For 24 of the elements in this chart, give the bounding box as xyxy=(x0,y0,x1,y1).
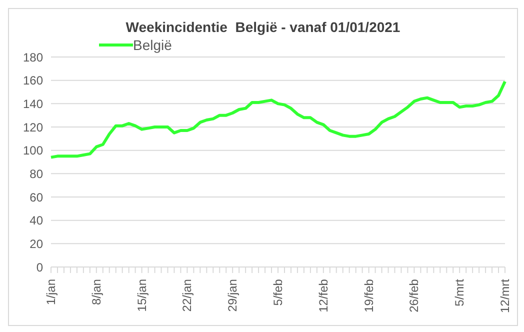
line-series xyxy=(50,80,506,159)
x-tick-label: 15/jan xyxy=(134,279,149,312)
chart-title: Weekincidentie België - vanaf 01/01/2021 xyxy=(124,19,402,35)
y-tick-label: 40 xyxy=(30,214,44,228)
y-tick-label: 180 xyxy=(22,50,44,64)
y-tick-label: 160 xyxy=(22,74,44,88)
x-tick-label: 22/jan xyxy=(180,279,194,312)
x-tick-label: 12/mrt xyxy=(498,278,512,314)
x-tick-label: 19/feb xyxy=(362,278,376,312)
x-tick-label: 26/feb xyxy=(407,278,422,312)
x-tick-label: 1/jan xyxy=(44,279,58,306)
x-tick-label: 12/feb xyxy=(316,278,330,312)
y-tick-label: 100 xyxy=(22,144,44,158)
x-tick-label: 5/feb xyxy=(271,278,285,306)
x-tick-label: 5/mrt xyxy=(452,278,467,306)
x-tick-label: 29/jan xyxy=(226,279,240,312)
legend-label: België xyxy=(133,37,172,53)
x-tick-label: 8/jan xyxy=(89,279,104,306)
y-tick-label: 20 xyxy=(30,236,44,251)
y-tick-label: 140 xyxy=(22,96,44,111)
y-tick-label: 60 xyxy=(30,190,44,204)
y-tick-label: 120 xyxy=(22,120,44,134)
y-tick-label: 0 xyxy=(36,260,44,274)
y-tick-label: 80 xyxy=(30,166,44,181)
